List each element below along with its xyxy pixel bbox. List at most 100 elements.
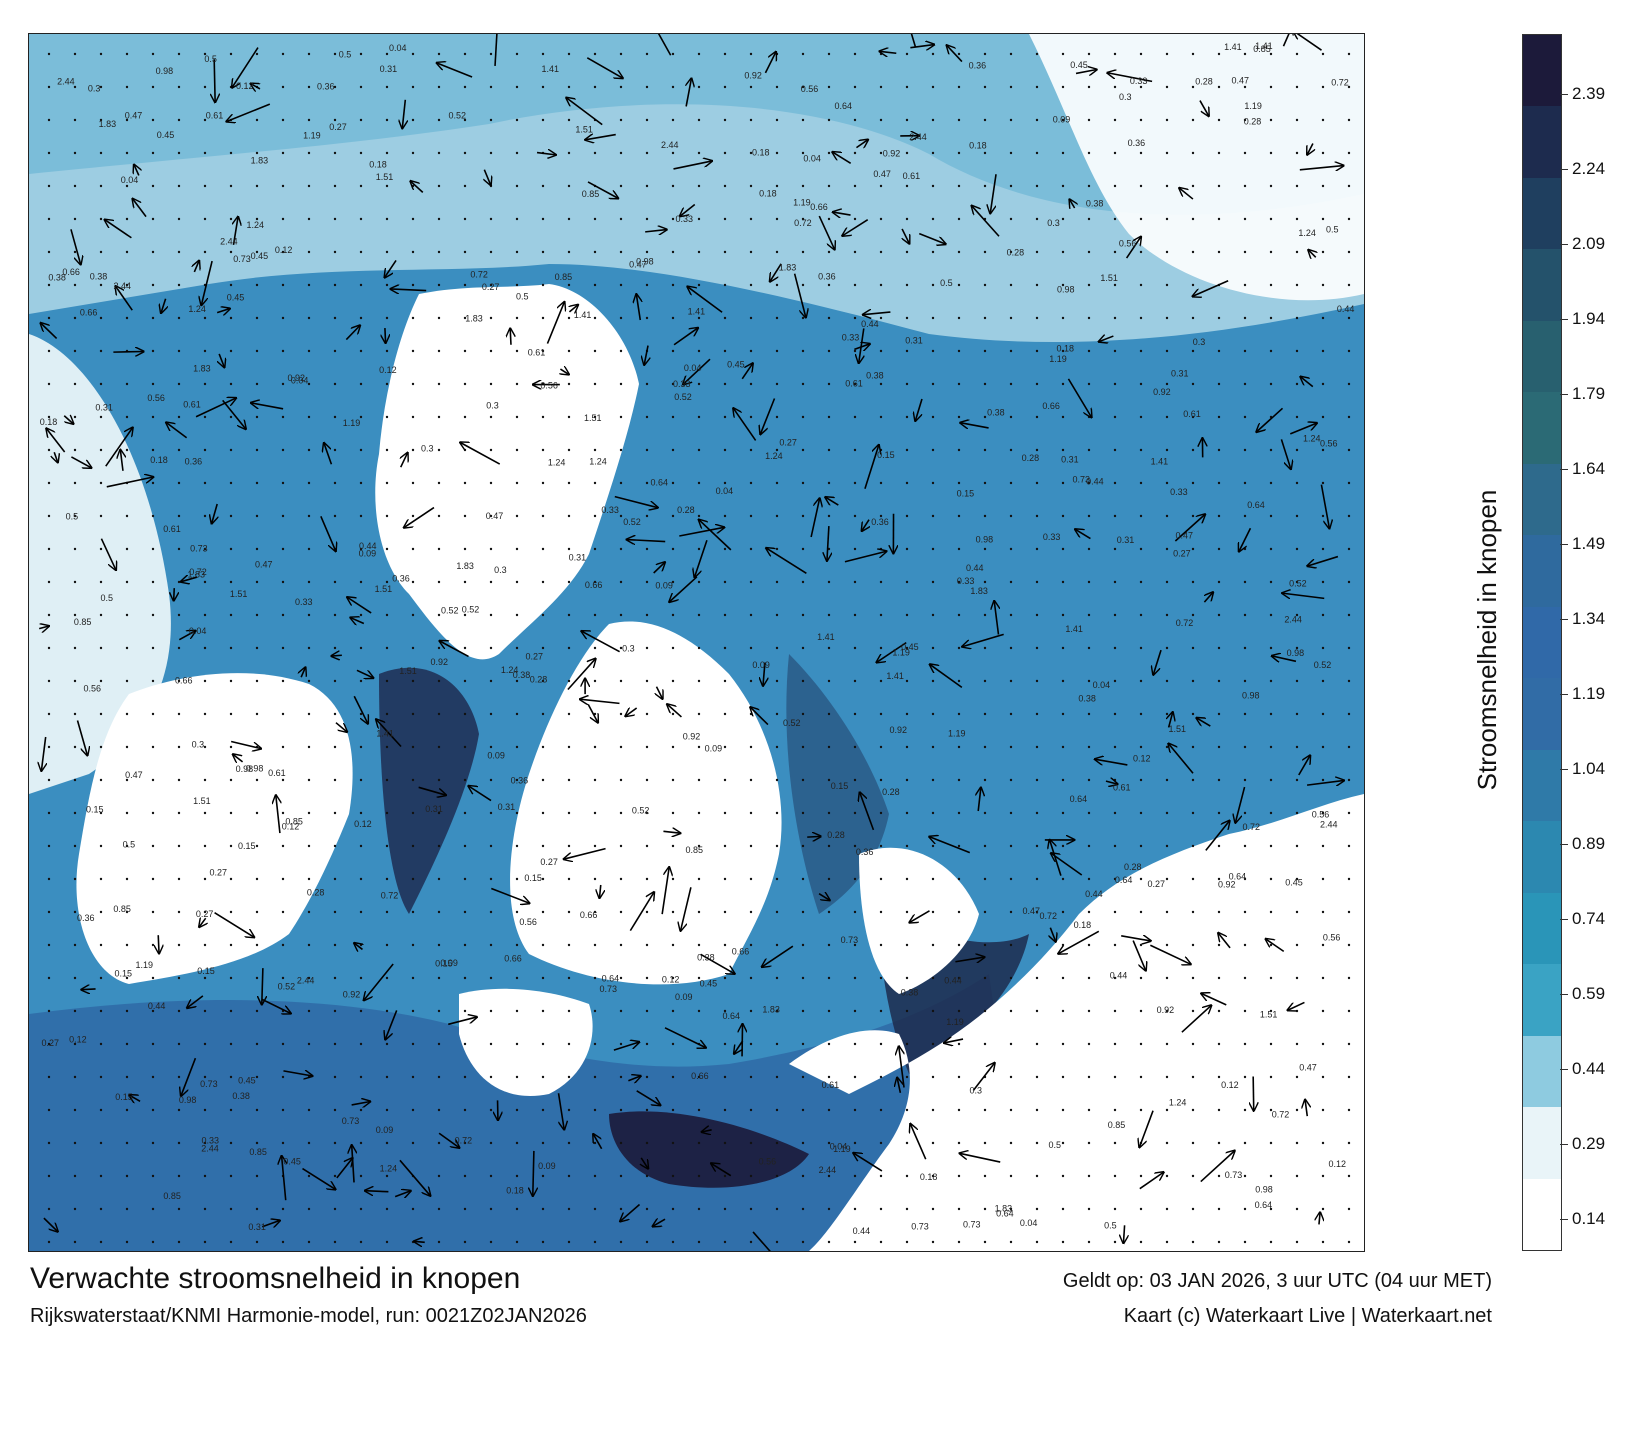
grid-dot	[671, 679, 675, 683]
grid-dot	[853, 1174, 857, 1178]
speed-label: 0.09	[487, 751, 505, 761]
grid-dot	[1113, 349, 1117, 353]
grid-dot	[801, 1141, 805, 1145]
grid-dot	[593, 1141, 597, 1145]
grid-dot	[671, 349, 675, 353]
grid-dot	[931, 316, 935, 320]
grid-dot	[801, 877, 805, 881]
grid-dot	[853, 778, 857, 782]
grid-dots	[47, 52, 1351, 1244]
grid-dot	[645, 910, 649, 914]
grid-dot	[307, 1141, 311, 1145]
speed-label: 0.38	[697, 953, 715, 963]
speed-label: 0.18	[1074, 920, 1092, 930]
speed-label: 0.72	[1272, 1109, 1290, 1119]
grid-dot	[853, 184, 857, 188]
grid-dot	[853, 118, 857, 122]
grid-dot	[125, 679, 129, 683]
grid-dot	[931, 1075, 935, 1079]
grid-dot	[853, 250, 857, 254]
grid-dot	[567, 415, 571, 419]
grid-dot	[1191, 646, 1195, 650]
grid-dot	[1009, 1207, 1013, 1211]
grid-dot	[515, 151, 519, 155]
grid-dot	[281, 811, 285, 815]
colorbar-tick-label: 0.89	[1572, 834, 1606, 853]
current-arrow	[585, 135, 616, 140]
grid-dot	[307, 217, 311, 221]
current-arrow	[232, 47, 259, 88]
grid-dot	[385, 316, 389, 320]
grid-dot	[1243, 316, 1247, 320]
grid-dot	[229, 646, 233, 650]
grid-dot	[541, 184, 545, 188]
grid-dot	[671, 382, 675, 386]
speed-label: 0.09	[752, 660, 770, 670]
grid-dot	[73, 1075, 77, 1079]
grid-dot	[359, 547, 363, 551]
grid-dot	[541, 52, 545, 56]
grid-dot	[957, 1108, 961, 1112]
grid-dot	[619, 1075, 623, 1079]
grid-dot	[333, 580, 337, 584]
speed-label: 1.83	[99, 119, 117, 129]
grid-dot	[1217, 1174, 1221, 1178]
grid-dot	[125, 1141, 129, 1145]
current-arrow	[864, 445, 879, 489]
current-arrow	[628, 1076, 640, 1081]
grid-dot	[385, 712, 389, 716]
speed-label: 0.28	[1124, 862, 1142, 872]
speed-label: 0.61	[206, 111, 224, 121]
current-arrow	[181, 1057, 197, 1096]
grid-dot	[983, 316, 987, 320]
grid-dot	[957, 580, 961, 584]
grid-dot	[541, 844, 545, 848]
current-arrow	[580, 699, 620, 703]
speed-label: 0.33	[1130, 76, 1148, 86]
grid-dot	[1009, 283, 1013, 287]
grid-dot	[411, 1042, 415, 1046]
grid-dot	[801, 118, 805, 122]
grid-dot	[671, 1075, 675, 1079]
grid-dot	[47, 1174, 51, 1178]
grid-dot	[853, 877, 857, 881]
current-arrow	[262, 968, 263, 1004]
grid-dot	[385, 448, 389, 452]
map-credit: Kaart (c) Waterkaart Live | Waterkaart.n…	[1123, 1305, 1492, 1327]
grid-dot	[1191, 811, 1195, 815]
grid-dot	[359, 1042, 363, 1046]
grid-dot	[1139, 613, 1143, 617]
grid-dot	[1191, 514, 1195, 518]
grid-dot	[1347, 580, 1351, 584]
grid-dot	[385, 580, 389, 584]
grid-dot	[99, 283, 103, 287]
grid-dot	[1061, 1174, 1065, 1178]
grid-dot	[827, 184, 831, 188]
grid-dot	[255, 151, 259, 155]
grid-dot	[1139, 547, 1143, 551]
grid-dot	[723, 1240, 727, 1244]
grid-dot	[645, 481, 649, 485]
speed-label: 0.33	[202, 1136, 220, 1146]
grid-dot	[775, 415, 779, 419]
speed-label: 0.5	[1104, 1220, 1117, 1230]
grid-dot	[359, 283, 363, 287]
speed-label: 1.41	[1224, 42, 1242, 52]
grid-dot	[489, 1207, 493, 1211]
speed-label: 0.52	[623, 517, 641, 527]
grid-dot	[385, 910, 389, 914]
grid-dot	[1295, 250, 1299, 254]
grid-dot	[593, 448, 597, 452]
grid-dot	[307, 580, 311, 584]
grid-dot	[567, 1009, 571, 1013]
grid-dot	[827, 877, 831, 881]
speed-label: 0.28	[307, 888, 325, 898]
grid-dot	[359, 910, 363, 914]
grid-dot	[255, 283, 259, 287]
grid-dot	[281, 613, 285, 617]
grid-dot	[437, 679, 441, 683]
grid-dot	[151, 646, 155, 650]
speed-label: 0.56	[1312, 809, 1330, 819]
grid-dot	[489, 481, 493, 485]
grid-dot	[671, 613, 675, 617]
